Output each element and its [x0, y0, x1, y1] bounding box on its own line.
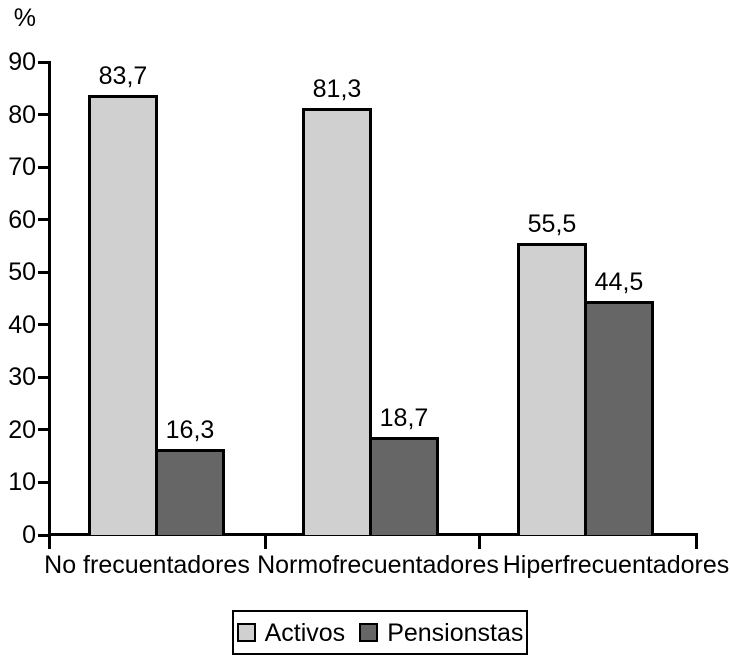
x-tick	[695, 533, 698, 549]
category-label-1: Normofrecuentadores	[257, 551, 499, 579]
value-label-pensionstas-0: 16,3	[165, 416, 215, 445]
y-tick	[38, 60, 51, 64]
legend: Activos Pensionstas	[232, 610, 528, 655]
y-tick-label: 0	[22, 521, 36, 549]
y-tick-label: 30	[8, 363, 36, 392]
y-tick	[38, 480, 51, 484]
y-axis-line	[48, 61, 51, 549]
y-axis-unit-label: %	[13, 4, 36, 32]
y-tick	[38, 533, 51, 537]
y-tick-label: 80	[8, 100, 36, 129]
bar-pensionstas-1	[369, 436, 439, 535]
legend-item-pensionstas: Pensionstas	[359, 619, 523, 647]
category-label-0: No frecuentadores	[44, 551, 250, 579]
y-tick	[38, 375, 51, 379]
y-tick	[38, 270, 51, 274]
legend-swatch-activos	[236, 623, 256, 642]
bar-pensionstas-0	[155, 449, 225, 535]
y-tick	[38, 165, 51, 169]
legend-item-activos: Activos	[236, 618, 346, 647]
y-tick-label: 90	[8, 48, 36, 76]
x-tick	[264, 533, 267, 549]
y-tick	[38, 323, 51, 327]
value-label-pensionstas-2: 44,5	[594, 268, 644, 297]
legend-swatch-pensionstas	[359, 623, 379, 642]
bar-pensionstas-2	[584, 301, 654, 535]
bar-activos-1	[302, 107, 372, 535]
y-tick-label: 40	[8, 310, 36, 339]
bar-activos-0	[88, 95, 158, 535]
x-tick	[478, 533, 481, 549]
value-label-pensionstas-1: 18,7	[379, 403, 429, 432]
value-label-activos-2: 55,5	[527, 210, 577, 239]
bar-activos-2	[517, 243, 587, 535]
y-tick-label: 20	[8, 415, 36, 444]
y-tick-label: 50	[8, 258, 36, 287]
legend-label-activos: Activos	[264, 618, 346, 647]
y-tick-label: 70	[8, 153, 36, 182]
y-tick	[38, 113, 51, 117]
value-label-activos-1: 81,3	[312, 74, 362, 103]
y-tick-label: 60	[8, 205, 36, 234]
y-tick-label: 10	[8, 468, 36, 497]
legend-label-pensionstas: Pensionstas	[387, 618, 524, 647]
y-tick	[38, 218, 51, 222]
category-label-2: Hiperfrecuentadores	[502, 551, 730, 579]
y-tick	[38, 428, 51, 432]
value-label-activos-0: 83,7	[98, 62, 148, 91]
